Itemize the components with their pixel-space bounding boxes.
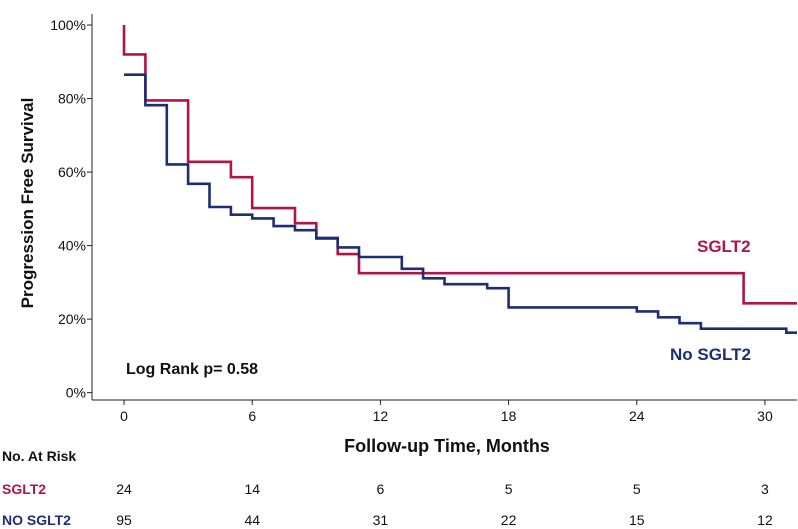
- risk-value: 24: [116, 481, 132, 497]
- log-rank-annotation: Log Rank p= 0.58: [126, 361, 258, 378]
- x-tick-label: 12: [373, 408, 389, 424]
- risk-value: 31: [373, 512, 389, 528]
- risk-value: 22: [501, 512, 517, 528]
- risk-value: 5: [505, 481, 513, 497]
- y-axis-label: Progression Free Survival: [18, 98, 37, 309]
- x-tick-label: 24: [629, 408, 645, 424]
- labels-layer: Progression Free Survival Follow-up Time…: [18, 98, 751, 456]
- x-axis-label: Follow-up Time, Months: [344, 436, 550, 456]
- risk-value: 3: [761, 481, 769, 497]
- y-tick-label: 20%: [58, 311, 86, 327]
- axes: 0% 20% 40% 60% 80% 100% 0 6 12 18 24 30: [50, 14, 797, 424]
- risk-value: 44: [244, 512, 260, 528]
- y-tick-label: 0%: [66, 385, 86, 401]
- risk-table-title: No. At Risk: [2, 448, 76, 464]
- risk-value: 5: [633, 481, 641, 497]
- x-tick-label: 18: [501, 408, 517, 424]
- risk-value: 14: [244, 481, 260, 497]
- x-tick-label: 30: [757, 408, 773, 424]
- risk-table: No. At Risk SGLT2 NO SGLT2 24 14 6 5 5 3 95 44 3…: [2, 448, 773, 528]
- x-tick-label: 0: [120, 408, 128, 424]
- risk-row-label-sglt2: SGLT2: [2, 481, 46, 497]
- risk-value: 12: [757, 512, 773, 528]
- risk-value: 6: [377, 481, 385, 497]
- series-line-sglt2: [122, 25, 797, 305]
- series-layer: [122, 25, 797, 335]
- y-tick-label: 40%: [58, 238, 86, 254]
- y-tick-label: 100%: [50, 17, 86, 33]
- risk-value: 95: [116, 512, 132, 528]
- risk-row-label-no-sglt2: NO SGLT2: [2, 512, 71, 528]
- legend-no-sglt2: No SGLT2: [670, 345, 751, 364]
- y-tick-label: 60%: [58, 164, 86, 180]
- series-line-no-sglt2: [124, 73, 797, 335]
- x-tick-label: 6: [248, 408, 256, 424]
- y-tick-label: 80%: [58, 91, 86, 107]
- risk-value: 15: [629, 512, 645, 528]
- legend-sglt2: SGLT2: [697, 237, 751, 256]
